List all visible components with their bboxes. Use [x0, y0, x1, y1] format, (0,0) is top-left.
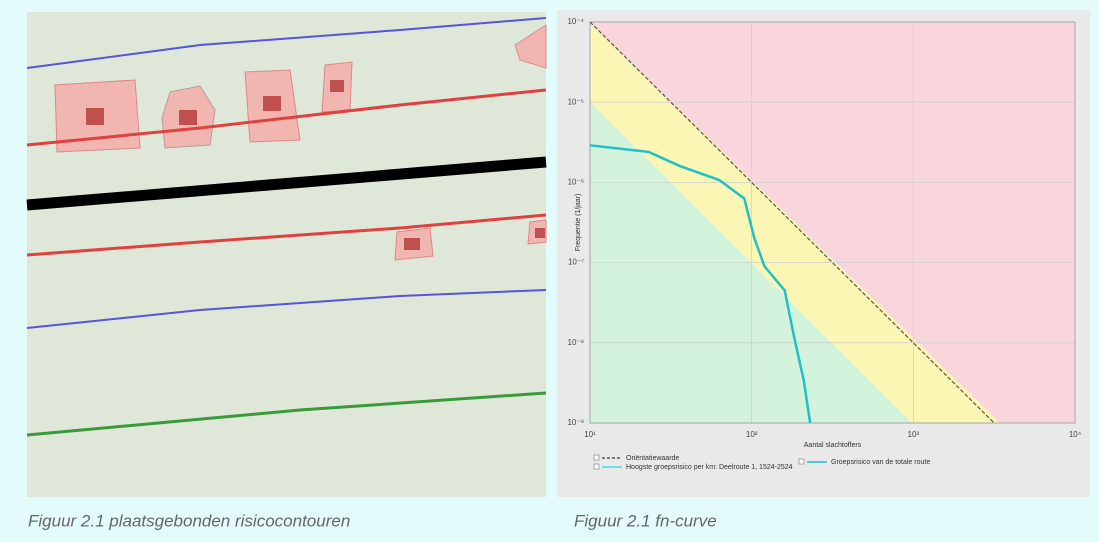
caption: Figuur 2.1 fn-curve — [574, 511, 717, 530]
x-tick-label: 10¹ — [584, 430, 596, 439]
y-tick-label: 10⁻⁵ — [568, 97, 584, 106]
legend-label: Groepsrisico van de totale route — [831, 459, 930, 466]
buildings — [86, 80, 545, 250]
fn-chart — [590, 22, 1075, 423]
x-tick-label: 10² — [746, 430, 758, 439]
contour-red — [26, 88, 547, 147]
series-line — [589, 21, 995, 424]
map — [26, 12, 547, 497]
route — [26, 156, 547, 211]
caption: Figuur 2.1 plaatsgebonden risicocontoure… — [28, 511, 350, 530]
building-zone — [514, 24, 547, 69]
legend-checkbox — [798, 458, 805, 465]
series-line — [589, 144, 812, 424]
x-axis-label: Aantal slachtoffers — [804, 442, 862, 449]
y-tick-label: 10⁻⁷ — [568, 258, 584, 267]
plot-frame — [589, 21, 1076, 424]
y-axis-label: Frequentie (1/jaar) — [575, 194, 582, 252]
contour-red — [26, 213, 547, 257]
contour-green — [26, 391, 547, 437]
contour-blue — [26, 17, 547, 69]
x-tick-label: 10⁴ — [1069, 430, 1082, 439]
y-tick-label: 10⁻⁴ — [567, 17, 584, 26]
legend-label: Hoogste groepsrisico per km: Deelroute 1… — [626, 464, 793, 471]
y-tick-label: 10⁻⁹ — [567, 418, 584, 427]
y-tick-label: 10⁻⁶ — [568, 178, 584, 187]
legend-label: Oriëntatiewaarde — [626, 455, 679, 462]
contour-blue — [26, 289, 547, 329]
y-tick-label: 10⁻⁸ — [568, 338, 585, 347]
x-tick-label: 10³ — [908, 430, 920, 439]
legend-checkbox — [593, 463, 600, 470]
legend-checkbox — [593, 454, 600, 461]
